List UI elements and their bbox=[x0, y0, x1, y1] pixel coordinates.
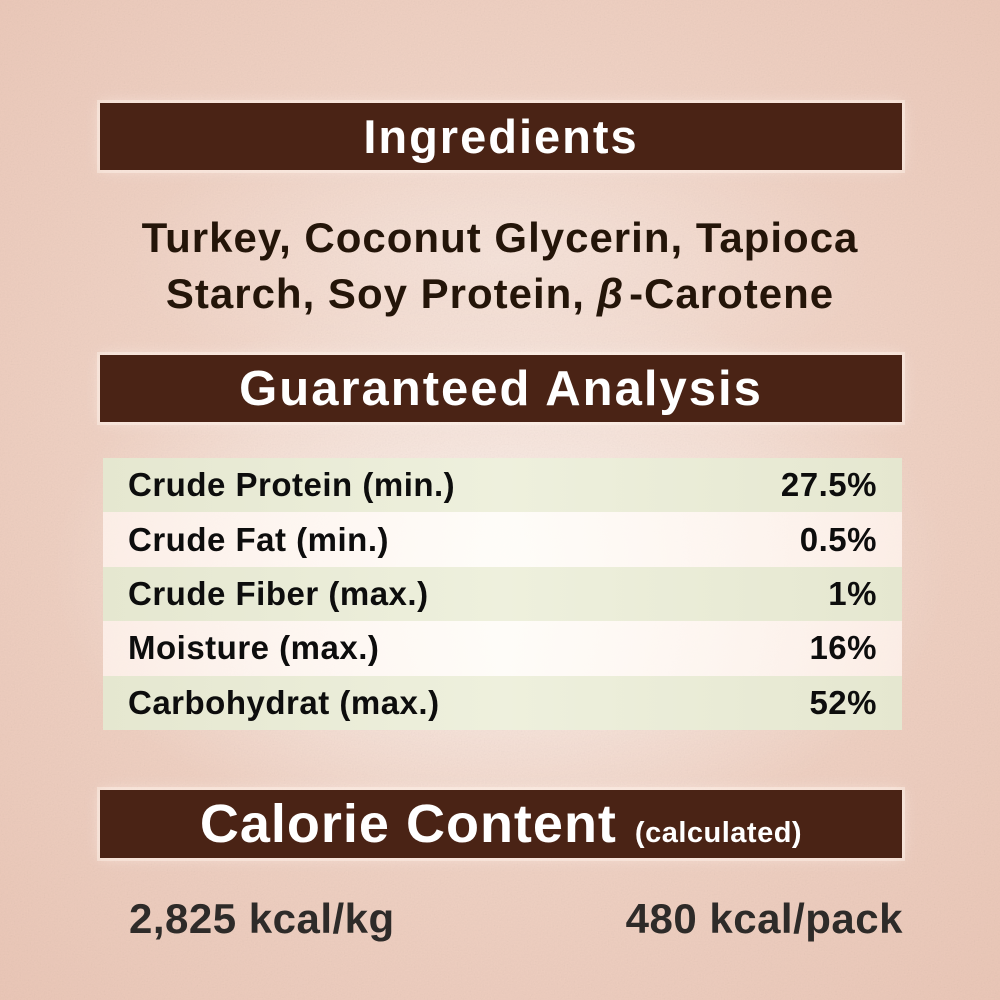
guaranteed-analysis-table: Crude Protein (min.) 27.5% Crude Fat (mi… bbox=[103, 458, 902, 731]
row-label: Crude Fat (min.) bbox=[128, 520, 389, 558]
row-value: 52% bbox=[809, 683, 877, 721]
row-label: Carbohydrat (max.) bbox=[128, 683, 440, 721]
row-value: 27.5% bbox=[780, 466, 877, 504]
kcal-per-pack: 480 kcal/pack bbox=[625, 895, 903, 942]
guaranteed-analysis-title: Guaranteed Analysis bbox=[239, 361, 763, 416]
row-value: 1% bbox=[828, 575, 877, 613]
ingredients-line-2: Starch, Soy Protein, β -Carotene bbox=[0, 266, 1000, 322]
calorie-content-header-bar: Calorie Content (calculated) bbox=[100, 790, 902, 858]
row-label: Moisture (max.) bbox=[128, 629, 380, 667]
row-value: 16% bbox=[809, 629, 877, 667]
row-label: Crude Fiber (max.) bbox=[128, 575, 429, 613]
calorie-content-heading: Calorie Content (calculated) bbox=[200, 793, 802, 855]
table-row: Carbohydrat (max.) 52% bbox=[103, 675, 902, 731]
ingredients-line-2-prefix: Starch, Soy Protein, bbox=[165, 270, 585, 317]
beta-symbol: β bbox=[596, 270, 625, 317]
calorie-content-title: Calorie Content bbox=[199, 794, 617, 854]
table-row: Crude Protein (min.) 27.5% bbox=[103, 458, 902, 513]
row-value: 0.5% bbox=[799, 520, 877, 558]
row-label: Crude Protein (min.) bbox=[128, 466, 456, 504]
ingredients-line-2-suffix: -Carotene bbox=[629, 270, 835, 317]
guaranteed-analysis-header-bar: Guaranteed Analysis bbox=[100, 355, 902, 422]
calorie-values-row: 2,825 kcal/kg 480 kcal/pack bbox=[129, 895, 903, 943]
table-row: Crude Fat (min.) 0.5% bbox=[103, 512, 902, 567]
table-row: Crude Fiber (max.) 1% bbox=[103, 566, 902, 622]
kcal-per-kg: 2,825 kcal/kg bbox=[129, 895, 395, 942]
ingredients-title: Ingredients bbox=[363, 110, 639, 163]
ingredients-header-bar: Ingredients bbox=[100, 103, 902, 170]
ingredients-line-1: Turkey, Coconut Glycerin, Tapioca bbox=[141, 214, 859, 261]
calorie-content-note: (calculated) bbox=[634, 817, 803, 849]
table-row: Moisture (max.) 16% bbox=[103, 621, 902, 676]
ingredients-list: Turkey, Coconut Glycerin, Tapioca Starch… bbox=[0, 210, 1000, 322]
